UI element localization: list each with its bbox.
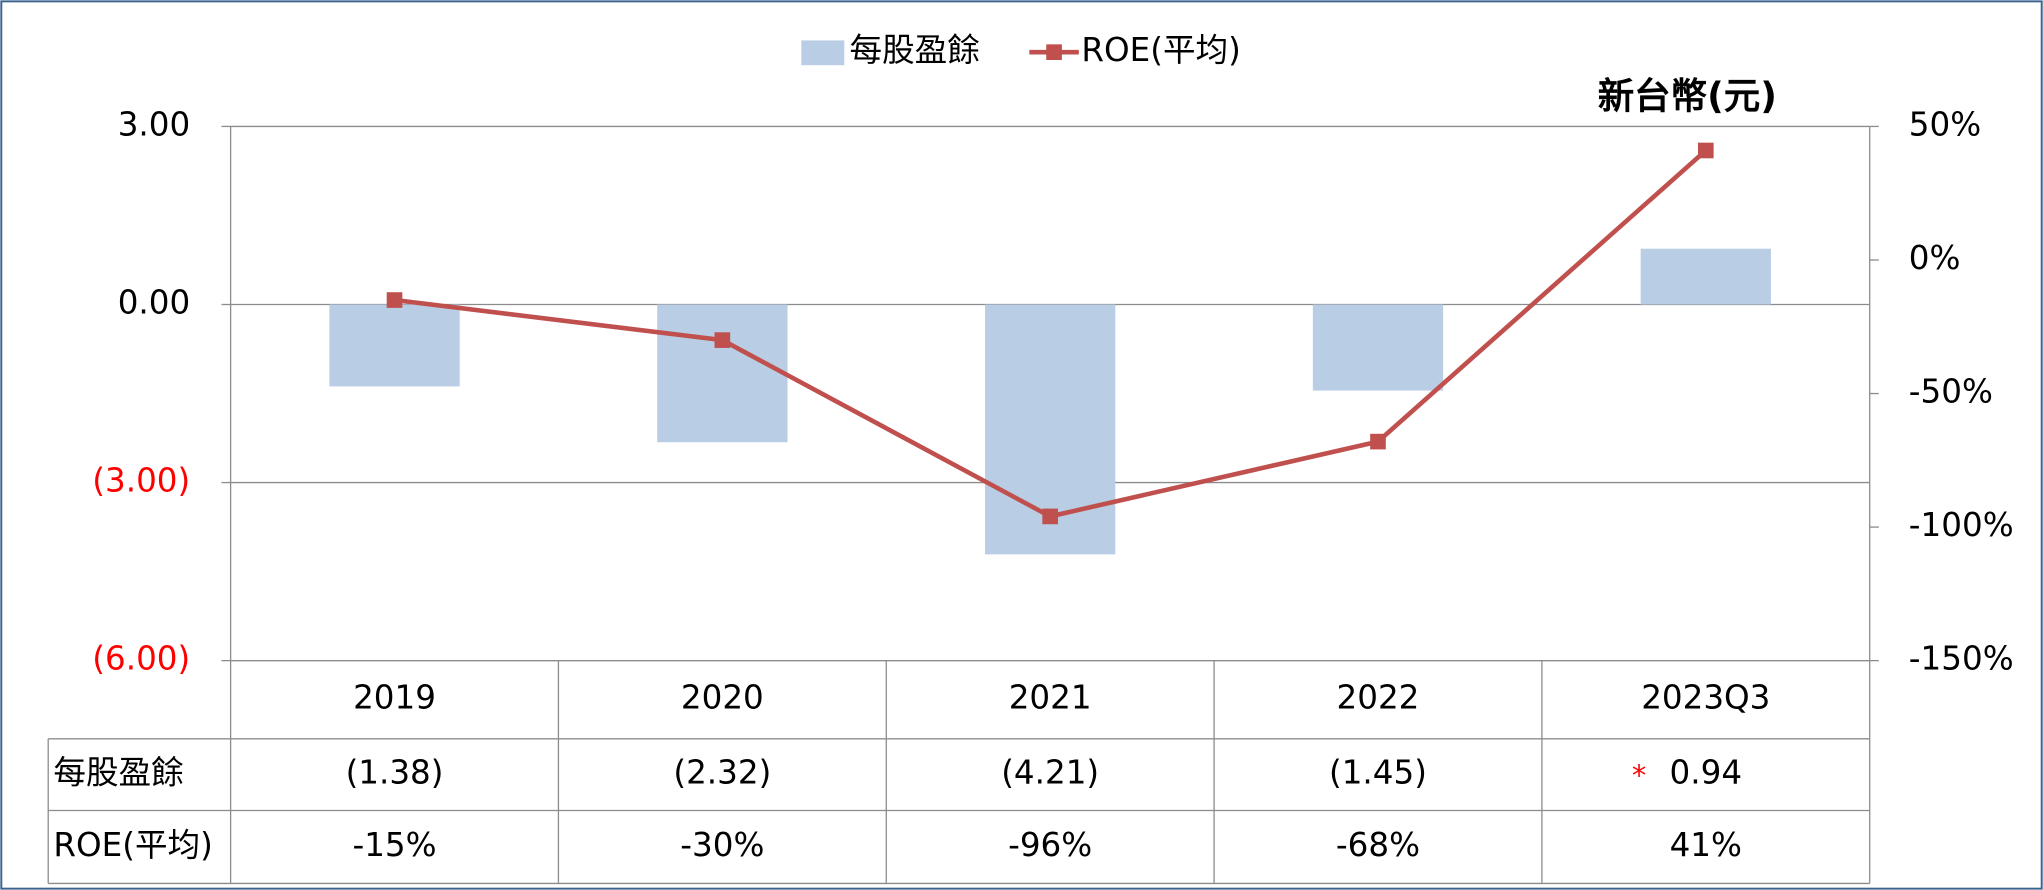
table-row-label: 每股盈餘: [53, 754, 183, 792]
table-cell: (1.45): [1329, 754, 1427, 792]
table-cell: 41%: [1670, 826, 1742, 864]
legend-swatch: [1046, 44, 1062, 60]
table-cell: (1.38): [346, 754, 444, 792]
table-cell: -96%: [1008, 826, 1092, 864]
table-cell: 0.94: [1670, 754, 1743, 792]
table-cell: (4.21): [1001, 754, 1099, 792]
x-tick-label: 2023Q3: [1641, 679, 1770, 717]
bar: [1312, 304, 1444, 391]
x-tick-label: 2020: [681, 679, 764, 717]
legend-label: ROE(平均): [1081, 31, 1240, 69]
bar: [657, 304, 788, 443]
table-cell: -68%: [1336, 826, 1420, 864]
y2-tick-label: -150%: [1909, 640, 2014, 678]
table-cell: (2.32): [673, 754, 771, 792]
y-tick-label: (6.00): [92, 640, 190, 678]
x-tick-label: 2021: [1009, 679, 1092, 717]
y2-tick-label: 0%: [1909, 239, 1961, 277]
y2-tick-label: -50%: [1909, 373, 1993, 411]
table-cell: -30%: [680, 826, 764, 864]
annotation: *: [1632, 758, 1646, 792]
line-marker: [1697, 142, 1714, 159]
table-row-label: ROE(平均): [53, 826, 212, 864]
legend-swatch: [801, 40, 845, 66]
line-marker: [386, 292, 403, 308]
y-tick-label: 0.00: [118, 284, 191, 322]
y2-tick-label: 50%: [1909, 105, 1981, 143]
unit-label: 新台幣(元): [1598, 74, 1777, 117]
line-marker: [1042, 508, 1058, 525]
y2-tick-label: -100%: [1909, 506, 2014, 544]
y-tick-label: (3.00): [92, 462, 190, 500]
bar: [329, 304, 460, 387]
line-marker: [1370, 433, 1386, 450]
table-cell: -15%: [352, 826, 436, 864]
x-tick-label: 2019: [353, 679, 436, 717]
bar: [1640, 248, 1771, 305]
line-marker: [714, 332, 731, 348]
y-tick-label: 3.00: [118, 105, 191, 143]
legend-label: 每股盈餘: [850, 31, 980, 69]
x-tick-label: 2022: [1337, 679, 1420, 717]
